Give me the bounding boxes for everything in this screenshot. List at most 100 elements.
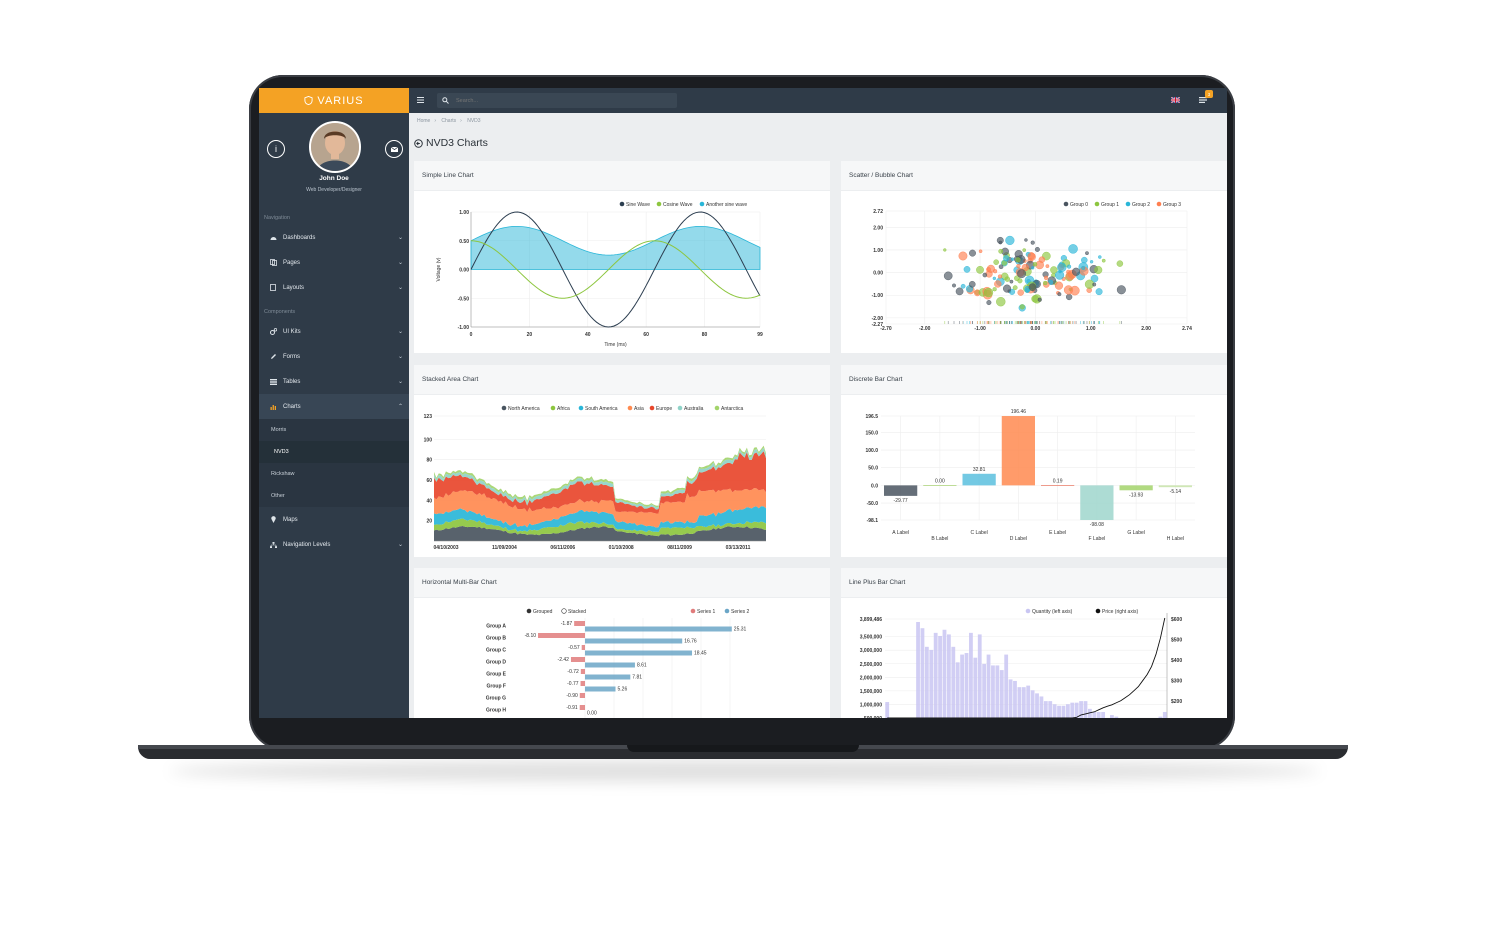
bar-quantity — [916, 622, 920, 718]
scatter-point — [1022, 248, 1027, 252]
brand-logo[interactable]: VARIUS — [259, 88, 409, 113]
scatter-point — [986, 264, 995, 273]
search-box[interactable] — [437, 93, 677, 108]
scatter-point — [1101, 258, 1106, 263]
x-tick-label: -1.00 — [974, 326, 986, 332]
legend-label: Group 1 — [1101, 202, 1119, 208]
bar-value-label: 32.81 — [973, 467, 986, 473]
sidebar-subitem-morris[interactable]: Morris — [259, 419, 409, 441]
breadcrumb-separator: › — [460, 118, 462, 124]
scatter-point — [943, 248, 947, 252]
sidebar-item-dashboards[interactable]: Dashboards ⌄ — [259, 225, 409, 250]
scatter-point — [1081, 256, 1088, 264]
control-label: Grouped — [533, 609, 553, 615]
mail-button[interactable] — [385, 140, 403, 158]
legend-label: Europe — [656, 406, 672, 412]
stacked-area-chart: 123 100 80 60 40 20 04/10/2003 11/09/2004 06/11/… — [424, 405, 766, 551]
messages-icon[interactable] — [1199, 96, 1208, 104]
sidebar-item-forms[interactable]: Forms ⌄ — [259, 344, 409, 369]
stacked-area-2 — [434, 506, 766, 533]
menu-toggle-icon[interactable] — [417, 97, 424, 103]
scatter-point — [1045, 264, 1050, 269]
laptop-notch — [627, 745, 859, 752]
scatter-point — [982, 272, 988, 278]
sidebar-item-charts[interactable]: Charts ⌃ — [259, 394, 409, 419]
bar-quantity — [1043, 701, 1048, 718]
table-icon — [269, 378, 277, 385]
scatter-point — [1081, 265, 1086, 270]
y-tick-label: 1.00 — [459, 210, 469, 216]
breadcrumb-separator: › — [434, 118, 437, 124]
bar-quantity — [973, 657, 978, 718]
legend-swatch — [690, 608, 696, 614]
bar-quantity — [1110, 715, 1114, 718]
bar-quantity — [999, 670, 1004, 718]
bar-quantity — [1013, 680, 1017, 718]
sidebar-item-maps[interactable]: Maps — [259, 507, 409, 532]
horizontal-multibar-chart: Grouped Stacked Series 1 Series 2 Group A -1.… — [486, 608, 750, 718]
sidebar-subitem-nvd3[interactable]: NVD3 — [259, 441, 409, 463]
scatter-point — [963, 266, 971, 273]
scatter-point — [998, 248, 1004, 254]
chevron-down-icon: ⌄ — [397, 235, 403, 241]
scatter-point — [1009, 279, 1014, 284]
map-marker-icon — [269, 516, 277, 523]
bar-series-2 — [585, 674, 631, 680]
bar-value-label: -5.14 — [1170, 489, 1182, 495]
legend-label: Another sine wave — [706, 202, 747, 208]
y-tick-label: 0.50 — [459, 239, 469, 245]
sidebar-subitem-other[interactable]: Other — [259, 485, 409, 507]
y-left-tick-label: 3,500,000 — [860, 635, 882, 641]
legend-swatch — [649, 405, 655, 411]
sidebar-item-tables[interactable]: Tables ⌄ — [259, 369, 409, 394]
sidebar-subitem-rickshaw[interactable]: Rickshaw — [259, 463, 409, 485]
y-tick-label: -1.00 — [872, 293, 884, 299]
uk-flag-icon[interactable] — [1171, 97, 1180, 103]
scatter-point — [1092, 282, 1097, 287]
info-button[interactable]: i — [267, 140, 285, 158]
bar-quantity — [977, 634, 982, 718]
scatter-point — [1012, 285, 1018, 291]
scatter-point — [1090, 274, 1099, 283]
breadcrumb-charts[interactable]: Charts — [441, 118, 457, 124]
scatter-point — [998, 240, 1003, 245]
scatter-point — [1017, 269, 1027, 279]
sidebar-item-label: Charts — [283, 403, 301, 410]
scatter-point — [1085, 251, 1089, 256]
y-tick-label: 1.00 — [873, 248, 883, 254]
avatar[interactable] — [309, 121, 361, 173]
scatter-point — [1017, 278, 1023, 284]
sidebar-item-ui-kits[interactable]: UI Kits ⌄ — [259, 319, 409, 344]
bar-value-label: 18.45 — [694, 651, 707, 657]
scatter-point — [983, 287, 994, 298]
bar-quantity — [1035, 693, 1039, 718]
bar-quantity — [885, 702, 890, 718]
scatter-point — [1038, 256, 1046, 263]
chevron-down-icon: ⌄ — [397, 285, 403, 291]
breadcrumb-home[interactable]: Home — [417, 118, 431, 124]
y-left-tick-label: 1,500,000 — [860, 689, 882, 695]
sidebar-item-pages[interactable]: Pages ⌄ — [259, 250, 409, 275]
bar-quantity — [1030, 690, 1035, 718]
bar — [923, 485, 957, 486]
x-tick-label: D Label — [1010, 536, 1027, 542]
x-tick-label: 80 — [702, 332, 708, 338]
sidebar-item-layouts[interactable]: Layouts ⌄ — [259, 275, 409, 300]
bar-quantity — [1048, 701, 1053, 718]
scatter-point — [997, 274, 1003, 279]
card-title: Line Plus Bar Chart — [841, 568, 1227, 598]
legend-label: Group 2 — [1132, 202, 1150, 208]
bar-quantity — [933, 632, 938, 718]
bar-value-label: 25.31 — [734, 627, 747, 633]
bar-value-label: -0.72 — [567, 669, 579, 675]
scatter-point — [1003, 284, 1012, 293]
bar-quantity — [1101, 711, 1106, 718]
y-tick-label: Group A — [486, 624, 506, 630]
search-input[interactable] — [454, 96, 658, 105]
sidebar-item-label: Forms — [283, 353, 300, 360]
bar-series-1 — [581, 645, 585, 650]
card-stacked-area: Stacked Area Chart 123 100 80 60 40 20 04/10/2… — [414, 365, 830, 557]
card-title: Discrete Bar Chart — [841, 365, 1227, 395]
sidebar-item-navigation-levels[interactable]: Navigation Levels ⌄ — [259, 532, 409, 557]
scatter-point — [1015, 257, 1021, 263]
